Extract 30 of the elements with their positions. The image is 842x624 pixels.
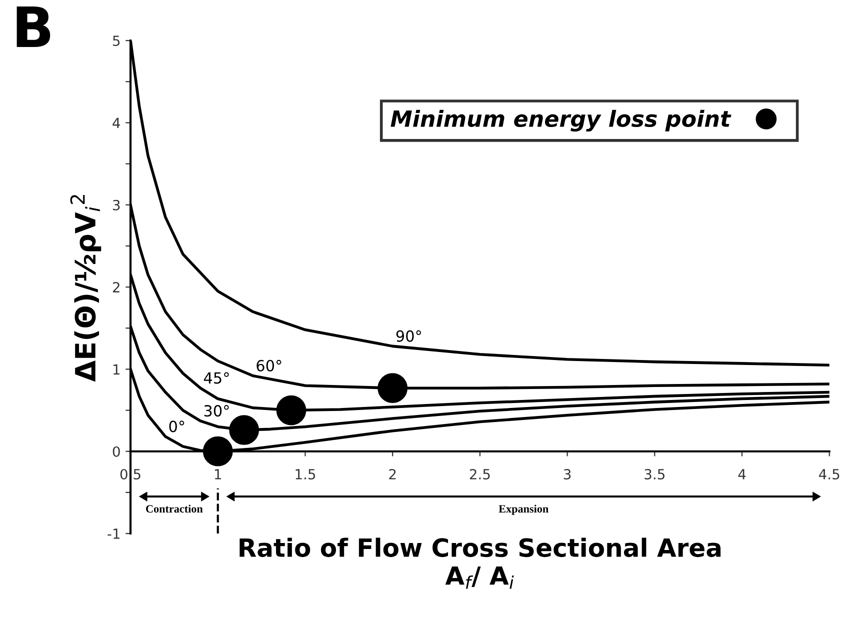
x-tick-label: 2.5	[470, 468, 490, 480]
y-tick-label: 0	[112, 446, 120, 457]
x-tick-label: 1	[214, 469, 222, 480]
y-tick-label: 5	[113, 36, 120, 46]
series-label: 45°	[204, 372, 229, 384]
y-tick-label: 3	[113, 200, 120, 210]
annotation: Contraction	[146, 504, 203, 513]
y-tick-label: -1	[108, 528, 120, 539]
x-tick-label: 3	[564, 468, 571, 480]
x-axis-title: Ratio of Flow Cross Sectional Area A$_{f}$/ A$_{i}$	[240, 538, 721, 589]
y-tick-label: 1	[113, 364, 120, 374]
x-tick-label: 2	[389, 468, 396, 480]
series-label: 90°	[396, 330, 421, 342]
point	[229, 415, 259, 445]
point	[276, 395, 306, 426]
point	[202, 436, 233, 466]
point	[378, 373, 408, 404]
series-label: 30°	[204, 405, 229, 417]
legend-label: Minimum energy loss point	[390, 110, 732, 132]
y-tick-label: 2	[112, 282, 120, 292]
y-tick-label: 4	[112, 118, 120, 128]
x-tick-label: 1.5	[296, 469, 316, 480]
series-label: 0°	[169, 420, 184, 432]
y-axis-title: ΔE(Θ)/½ρV$_{i}$$^{2}$	[70, 195, 102, 382]
x-tick-label: 3.5	[644, 468, 664, 480]
x-tick-label: 4	[738, 469, 746, 480]
x-tick-label: 4.5	[819, 469, 840, 480]
series-label: 60°	[256, 360, 282, 372]
annotation: Expansion	[498, 504, 548, 515]
chart-title: B	[16, 6, 50, 48]
